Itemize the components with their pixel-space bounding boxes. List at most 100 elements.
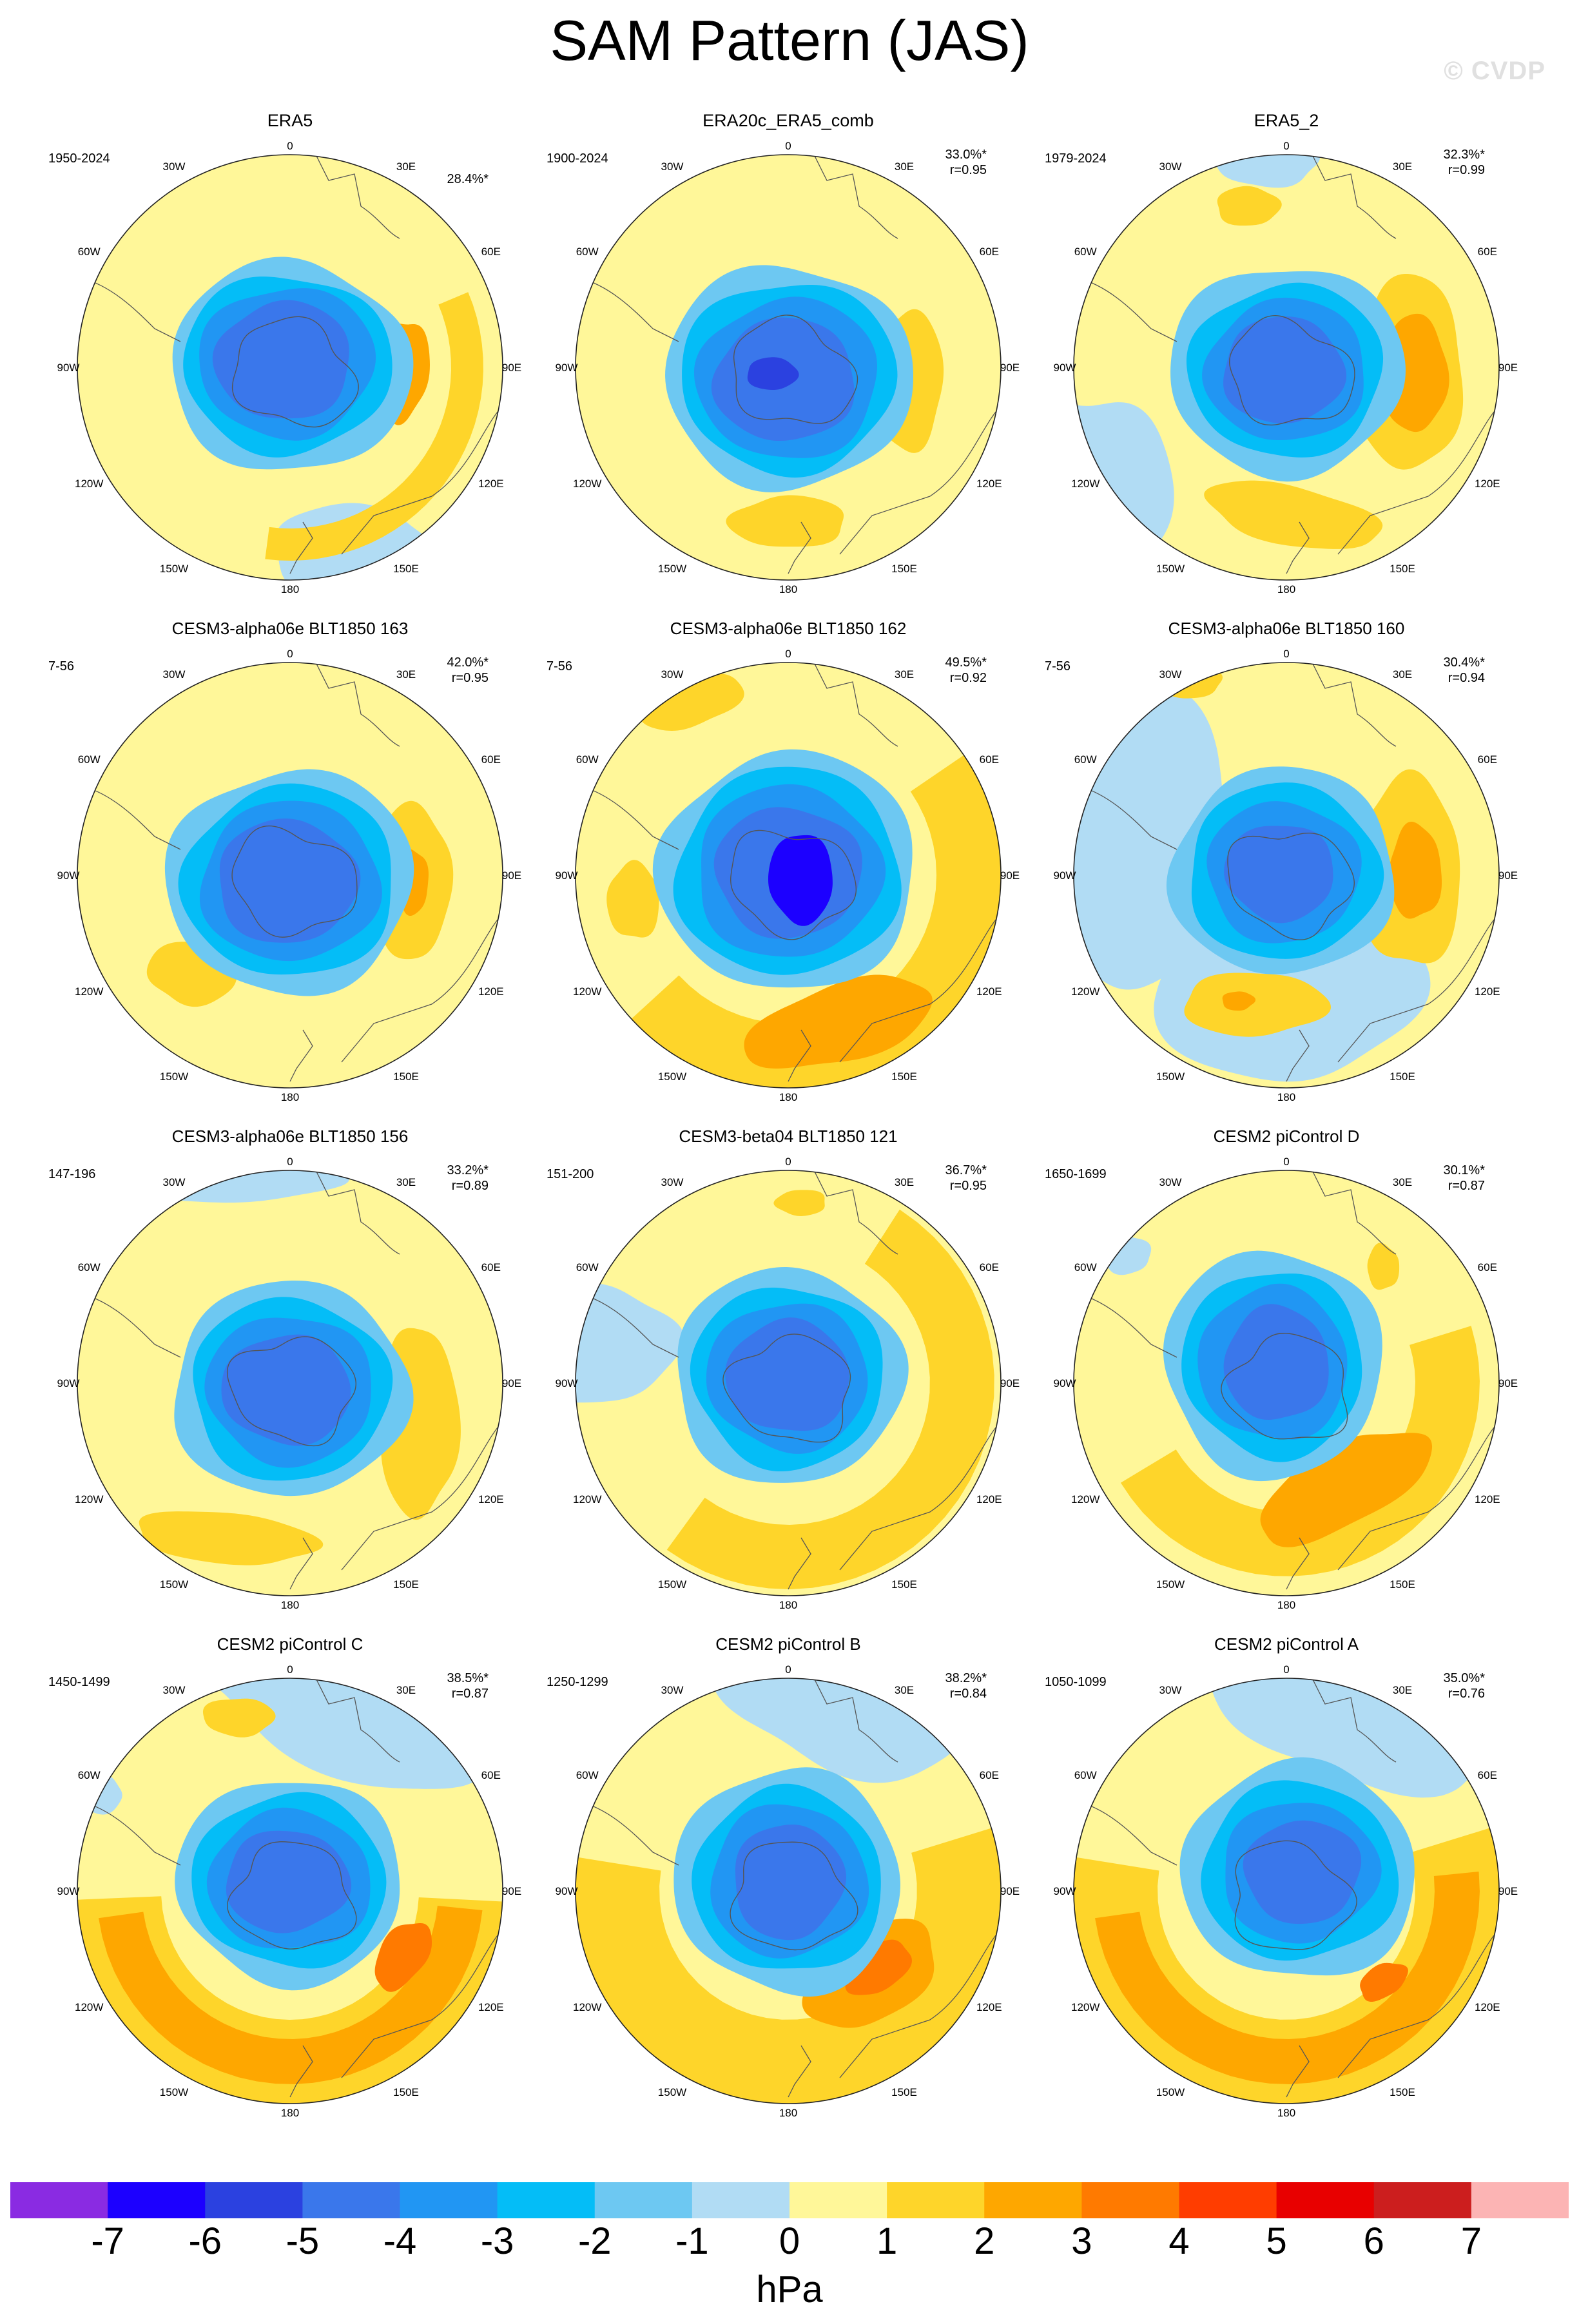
new-zealand-coastline (1286, 521, 1310, 574)
colorbar (10, 2182, 1569, 2218)
panel-title: CESM3-alpha06e BLT1850 156 (171, 1127, 409, 1146)
longitude-label: 180 (1277, 583, 1295, 596)
polar-map: 0 30E 60E 90E 120E 150E 180 150W 120W 90W 60W 30W (57, 1156, 522, 1611)
negative-anomaly-region (212, 300, 349, 419)
longitude-label: 30E (1393, 1684, 1412, 1696)
longitude-label: 150E (891, 2086, 917, 2098)
longitude-label: 180 (779, 583, 797, 596)
longitude-label: 150W (658, 563, 686, 575)
longitude-label: 90W (57, 1377, 80, 1390)
australia-coastline (839, 1929, 1001, 2078)
panel-title: CESM3-alpha06e BLT1850 163 (171, 619, 409, 638)
africa-coastline (1312, 155, 1397, 239)
australia-coastline (839, 405, 1001, 555)
positive-anomaly-region (1184, 973, 1332, 1037)
map-panel-era20c-era5-comb: ERA20c_ERA5_comb 1900-2024 33.0%* r=0.95… (543, 110, 1033, 599)
new-zealand-coastline (788, 1537, 811, 1590)
longitude-label: 90E (1498, 869, 1518, 882)
longitude-label: 180 (779, 1599, 797, 1611)
new-zealand-coastline (1286, 1029, 1310, 1082)
longitude-label: 60E (481, 1261, 501, 1273)
longitude-label: 120E (976, 1493, 1002, 1506)
map-panel-cesm3-beta04-121: CESM3-beta04 BLT1850 121 151-200 36.7%* … (543, 1125, 1033, 1615)
panel-title: CESM3-beta04 BLT1850 121 (679, 1127, 898, 1146)
polar-map: 0 30E 60E 90E 120E 150E 180 150W 120W 90W 60W 30W (556, 1156, 1020, 1611)
map-boundary (1073, 662, 1500, 1089)
colorbar-tick-label: 3 (1071, 2220, 1092, 2262)
longitude-label: 90W (57, 362, 80, 374)
longitude-label: 120E (478, 2001, 504, 2013)
longitude-label: 60E (1478, 1261, 1497, 1273)
negative-anomaly-region (1213, 155, 1321, 188)
longitude-label: 150E (393, 1070, 419, 1083)
colorbar-swatch (1276, 2182, 1375, 2218)
australia-coastline (839, 913, 1001, 1063)
colorbar-swatch (108, 2182, 206, 2218)
positive-anomaly-region (265, 292, 483, 561)
colorbar-units-label: hPa (756, 2269, 823, 2310)
panel-years: 7-56 (547, 659, 573, 673)
australia-coastline (341, 913, 503, 1063)
positive-anomaly-region (576, 1828, 1001, 2104)
longitude-label: 90E (1000, 869, 1020, 882)
panel-years: 151-200 (547, 1167, 594, 1181)
longitude-label: 60W (576, 753, 599, 766)
negative-anomaly-region (180, 1678, 492, 1789)
negative-anomaly-region (219, 818, 361, 943)
positive-anomaly-region (1204, 480, 1383, 549)
longitude-label: 60W (576, 1769, 599, 1781)
longitude-label: 60E (980, 1261, 999, 1273)
map-panel-cesm2-picontrol-c: CESM2 piControl C 1450-1499 38.5%* r=0.8… (45, 1633, 535, 2123)
longitude-label: 150E (891, 1070, 917, 1083)
australia-coastline (1337, 1421, 1499, 1571)
australia-coastline (1337, 405, 1499, 555)
polar-map: 0 30E 60E 90E 120E 150E 180 150W 120W 90W 60W 30W (1054, 1663, 1518, 2119)
positive-anomaly-region (202, 1698, 276, 1738)
colorbar-tick-label: -1 (675, 2220, 709, 2262)
africa-coastline (1312, 663, 1397, 747)
longitude-label: 120E (976, 985, 1002, 998)
antarctica-coastline (1221, 1333, 1348, 1440)
panel-explained-variance: 33.0%* (945, 148, 987, 162)
panel-explained-variance: 49.5%* (945, 655, 987, 670)
australia-coastline (341, 1421, 503, 1571)
longitude-label: 30E (895, 160, 914, 173)
longitude-label: 120E (1475, 2001, 1500, 2013)
colorbar-tick-label: 6 (1363, 2220, 1384, 2262)
longitude-label: 120W (1071, 478, 1099, 490)
longitude-label: 30E (895, 1684, 914, 1696)
cvdp-watermark: © CVDP (1444, 57, 1545, 85)
negative-anomaly-region (1223, 1304, 1329, 1420)
panel-explained-variance: 32.3%* (1443, 148, 1486, 162)
polar-map: 0 30E 60E 90E 120E 150E 180 150W 120W 90W 60W 30W (57, 1663, 522, 2119)
longitude-label: 180 (779, 2107, 797, 2119)
longitude-label: 120W (1071, 2001, 1099, 2013)
longitude-label: 90E (1498, 1885, 1518, 1897)
longitude-label: 30E (396, 1176, 416, 1188)
longitude-label: 90E (502, 362, 521, 374)
panel-years: 7-56 (1045, 659, 1071, 673)
longitude-label: 0 (785, 648, 791, 660)
longitude-label: 90E (1000, 1885, 1020, 1897)
map-boundary (77, 662, 503, 1089)
panel-pattern-correlation: r=0.94 (1448, 671, 1485, 685)
longitude-label: 30E (895, 1176, 914, 1188)
longitude-label: 150W (160, 2086, 188, 2098)
longitude-label: 180 (281, 2107, 299, 2119)
colorbar-swatch (1179, 2182, 1277, 2218)
longitude-label: 30W (163, 1684, 186, 1696)
colorbar-swatch (302, 2182, 401, 2218)
longitude-label: 60W (1074, 246, 1097, 258)
panel-pattern-correlation: r=0.89 (451, 1179, 489, 1193)
longitude-label: 120E (1475, 478, 1500, 490)
longitude-label: 30W (661, 1684, 684, 1696)
panel-years: 1900-2024 (547, 151, 608, 166)
colorbar-tick-label: 7 (1460, 2220, 1482, 2262)
longitude-label: 120E (478, 478, 504, 490)
panel-explained-variance: 28.4%* (447, 172, 489, 186)
map-boundary (1073, 154, 1500, 581)
colorbar-tick-label: 2 (974, 2220, 995, 2262)
longitude-label: 0 (785, 140, 791, 152)
longitude-label: 90E (502, 869, 521, 882)
negative-anomaly-region (1208, 1678, 1487, 1798)
